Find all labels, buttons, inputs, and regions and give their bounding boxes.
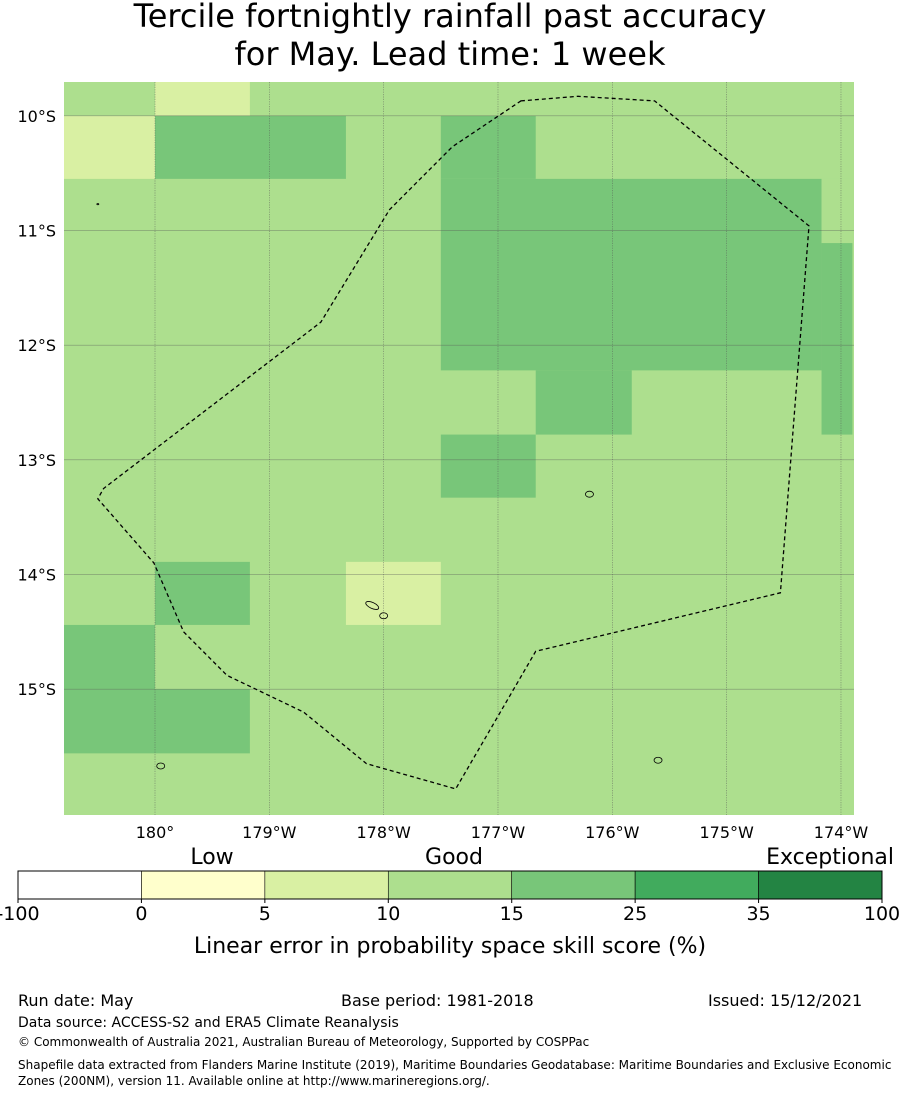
- eez-boundary: [97, 95, 810, 790]
- grid-cell-11: [64, 624, 156, 690]
- colorbar-tick-label-0: -100: [0, 903, 40, 925]
- island-2: [379, 612, 389, 620]
- lat-tick-label-2: 12°S: [17, 336, 56, 355]
- island-5: [96, 203, 100, 206]
- run-date: Run date: May: [18, 991, 134, 1010]
- colorbar-tick-label-4: 15: [500, 903, 524, 925]
- colorbar-tick-label-2: 5: [259, 903, 271, 925]
- lon-tick-label-5: 175°W: [699, 823, 754, 842]
- lat-tick-label-1: 11°S: [17, 221, 56, 240]
- colorbar-tick-label-6: 35: [746, 903, 770, 925]
- island-0: [585, 490, 594, 498]
- lon-tick-label-0: 180°: [136, 823, 175, 842]
- issued-date: Issued: 15/12/2021: [708, 991, 863, 1010]
- map-gridlines: [64, 82, 854, 815]
- lon-tick-label-2: 178°W: [356, 823, 411, 842]
- island-outlines: [96, 203, 663, 770]
- grid-cell-12: [64, 689, 250, 754]
- skill-score-map: 180° 179°W 178°W 177°W 176°W 175°W 174°W 10°S 11…: [17, 82, 868, 842]
- lon-tick-label-3: 177°W: [471, 823, 526, 842]
- lat-tick-label-3: 13°S: [17, 451, 56, 470]
- lat-tick-label-0: 10°S: [17, 107, 56, 126]
- colorbar-xlabel: Linear error in probability space skill …: [194, 934, 706, 959]
- lat-tick-label-4: 14°S: [17, 565, 56, 584]
- grid-cell-8: [440, 434, 536, 498]
- colorbar-tick-label-3: 10: [376, 903, 400, 925]
- data-source: Data source: ACCESS-S2 and ERA5 Climate …: [18, 1015, 399, 1031]
- map-axis-labels: 180° 179°W 178°W 177°W 176°W 175°W 174°W 10°S 11…: [17, 107, 868, 842]
- copyright: © Commonwealth of Australia 2021, Austra…: [18, 1035, 590, 1049]
- grid-cell-6: [821, 243, 853, 435]
- chart-title-line-2: for May. Lead time: 1 week: [234, 35, 666, 73]
- chart-title-line-1: Tercile fortnightly rainfall past accura…: [133, 0, 767, 35]
- grid-cell-3: [440, 115, 536, 179]
- grid-cell-2: [155, 115, 346, 179]
- grid-cell-7: [535, 370, 632, 435]
- island-3: [653, 756, 663, 764]
- grid-cell-4: [440, 178, 822, 371]
- grid-cell-1: [64, 115, 156, 179]
- lon-tick-label-1: 179°W: [242, 823, 297, 842]
- eez-boundary-line: [97, 95, 810, 790]
- island-1: [365, 601, 380, 610]
- lon-tick-label-6: 174°W: [814, 823, 869, 842]
- grid-cell-5: [821, 178, 853, 244]
- grid-cell-0: [155, 82, 250, 116]
- base-period: Base period: 1981-2018: [341, 991, 534, 1010]
- colorbar-tick-label-7: 100: [864, 903, 900, 925]
- island-4: [156, 762, 166, 770]
- grid-cell-10: [345, 561, 441, 625]
- shapefile-credit: Shapefile data extracted from Flanders M…: [18, 1058, 892, 1088]
- lat-tick-label-5: 15°S: [17, 680, 56, 699]
- skill-grid-cells: [64, 82, 854, 815]
- grid-cell-9: [155, 561, 250, 625]
- lon-tick-label-4: 176°W: [585, 823, 640, 842]
- colorbar-tick-label-1: 0: [135, 903, 147, 925]
- colorbar-tick-label-5: 25: [623, 903, 647, 925]
